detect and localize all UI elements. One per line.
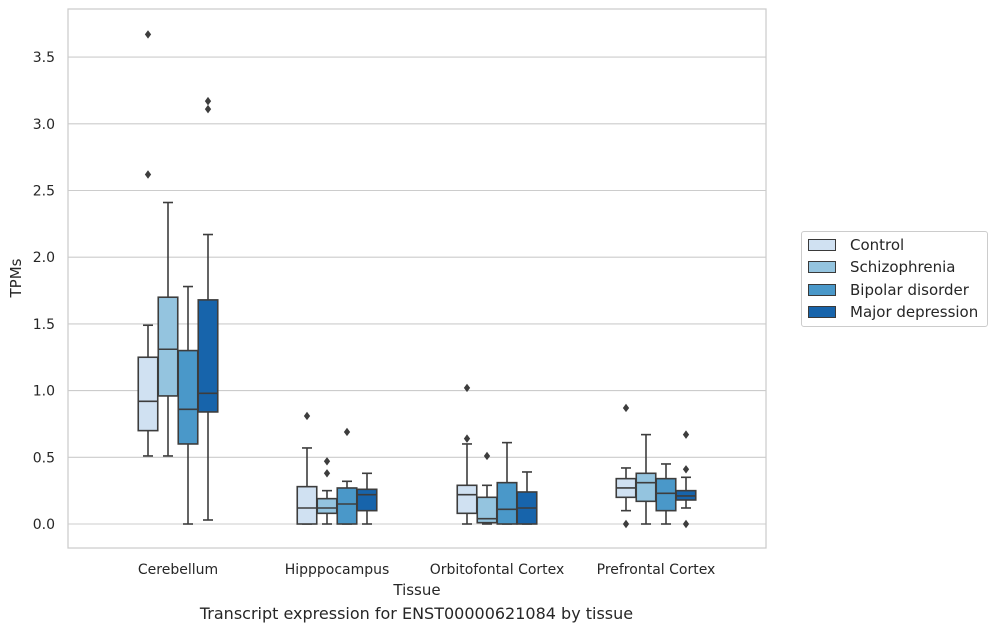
legend-swatch-control	[808, 239, 836, 251]
legend-label-control: Control	[850, 236, 905, 254]
chart-caption: Transcript expression for ENST0000062108…	[199, 604, 634, 623]
box-major-depression	[197, 96, 219, 521]
box-major-depression	[516, 471, 538, 525]
legend-swatch-bipolar-disorder	[808, 284, 836, 296]
box-bipolar-disorder	[655, 463, 677, 525]
y-tick-label: 0.5	[33, 450, 55, 466]
y-tick-label: 3.0	[33, 117, 55, 133]
x-tick-label: Orbitofontal Cortex	[430, 562, 565, 578]
box-control	[137, 30, 159, 457]
box-schizophrenia	[316, 457, 338, 525]
legend-item-schizophrenia: Schizophrenia	[808, 257, 955, 277]
iqr-box	[635, 472, 657, 503]
gridlines	[68, 56, 766, 525]
box-schizophrenia	[157, 201, 179, 457]
y-tick-label: 1.0	[33, 384, 55, 400]
iqr-box	[356, 488, 378, 512]
outlier-point	[144, 170, 152, 179]
outlier-point	[483, 451, 491, 461]
iqr-box	[456, 484, 478, 515]
box-bipolar-disorder	[496, 441, 518, 525]
box-major-depression	[675, 430, 697, 529]
plot-frame	[67, 8, 767, 549]
x-tick-label: Cerebellum	[138, 562, 218, 578]
box-schizophrenia	[476, 451, 498, 525]
iqr-box	[197, 299, 219, 413]
iqr-box	[177, 349, 199, 445]
y-tick-label: 3.5	[33, 50, 55, 66]
iqr-box	[296, 485, 318, 525]
iqr-box	[336, 487, 358, 525]
outlier-point	[323, 457, 331, 466]
legend-label-bipolar-disorder: Bipolar disorder	[850, 281, 969, 299]
outlier-point	[323, 469, 331, 478]
x-tick-labels: Cerebellum Hipppocampus Orbitofontal Corte…	[138, 562, 715, 578]
outlier-point	[463, 434, 471, 443]
outlier-point	[343, 427, 351, 437]
outlier-point	[144, 30, 152, 39]
y-tick-label: 1.5	[33, 317, 55, 333]
iqr-box	[316, 497, 338, 515]
outlier-point	[303, 411, 311, 421]
outlier-point	[463, 383, 471, 393]
legend-label-major-depression: Major depression	[850, 303, 979, 321]
outlier-point	[622, 403, 630, 413]
legend-item-control: Control	[808, 235, 904, 255]
box-control	[615, 403, 637, 529]
legend: Control Schizophrenia Bipolar disorder M…	[801, 231, 988, 327]
outlier-point	[682, 465, 690, 474]
box-control	[456, 383, 478, 525]
box-schizophrenia	[635, 433, 657, 525]
legend-item-major-depression: Major depression	[808, 302, 978, 322]
box-bipolar-disorder	[336, 427, 358, 525]
legend-label-schizophrenia: Schizophrenia	[850, 258, 956, 276]
outlier-point	[622, 519, 630, 529]
legend-item-bipolar-disorder: Bipolar disorder	[808, 280, 969, 300]
x-tick-label: Hipppocampus	[285, 562, 390, 578]
box-major-depression	[356, 472, 378, 525]
y-tick-labels: 0.0 0.5 1.0 1.5 2.0 2.5 3.0 3.5	[33, 50, 55, 533]
y-tick-label: 0.0	[33, 517, 55, 533]
outlier-point	[204, 104, 212, 114]
outlier-point	[204, 96, 212, 106]
x-axis-label: Tissue	[392, 581, 440, 599]
box-control	[296, 411, 318, 525]
y-axis-label: TPMs	[7, 258, 25, 298]
iqr-box	[137, 356, 159, 432]
iqr-box	[157, 296, 179, 397]
plot-area	[137, 30, 697, 529]
y-tick-label: 2.0	[33, 250, 55, 266]
legend-swatch-major-depression	[808, 306, 836, 318]
x-tick-label: Prefrontal Cortex	[597, 562, 716, 578]
y-tick-label: 2.5	[33, 184, 55, 200]
outlier-point	[682, 430, 690, 439]
iqr-box	[655, 477, 677, 512]
box-bipolar-disorder	[177, 285, 199, 525]
legend-swatch-schizophrenia	[808, 261, 836, 273]
iqr-box	[496, 481, 518, 525]
outlier-point	[682, 519, 690, 529]
